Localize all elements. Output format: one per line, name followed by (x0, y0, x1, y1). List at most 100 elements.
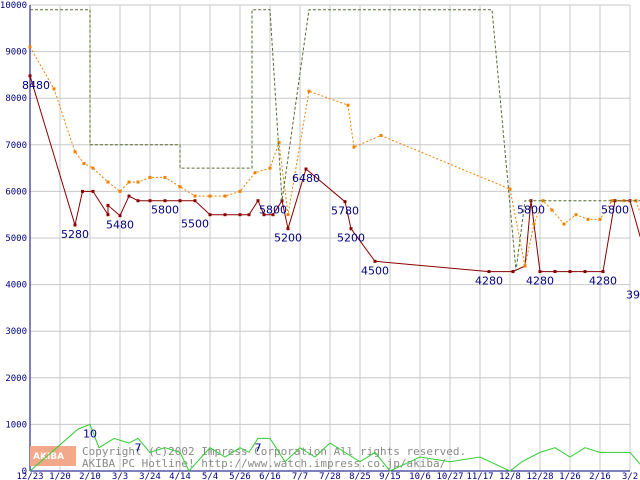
series-point-1 (52, 87, 56, 91)
data-label: 5780 (331, 205, 359, 218)
y-tick-label: 4000 (5, 281, 27, 291)
series-point-0 (538, 270, 542, 274)
series-point-1 (598, 217, 602, 221)
watermark-line-2: AKIBA PC Hotline! http://www.watch.impre… (82, 457, 446, 470)
series-point-1 (346, 103, 350, 107)
watermark-line-1: Copyright (C)2002 Impress Corporation Al… (82, 445, 466, 458)
x-tick-label: 9/15 (379, 472, 401, 480)
x-tick-label: 6/16 (259, 472, 281, 480)
series-point-1 (268, 166, 272, 170)
series-point-0 (256, 199, 260, 203)
series-point-1 (286, 213, 290, 217)
x-tick-label: 2/10 (79, 472, 101, 480)
series-point-1 (178, 185, 182, 189)
y-tick-label: 8000 (5, 94, 27, 104)
y-tick-label: 10000 (0, 1, 27, 11)
data-label: 5500 (181, 218, 209, 231)
series-point-1 (253, 171, 257, 175)
data-label: 5800 (517, 204, 545, 217)
series-point-1 (277, 140, 281, 144)
data-label: 4500 (361, 264, 389, 277)
data-label: 7 (255, 441, 262, 454)
x-tick-label: 5/4 (202, 472, 218, 480)
series-point-0 (553, 270, 557, 274)
x-tick-label: 3/3 (112, 472, 128, 480)
x-tick-label: 1/26 (559, 472, 581, 480)
series-point-1 (541, 199, 545, 203)
series-point-1 (532, 222, 536, 226)
series-point-0 (349, 227, 353, 231)
series-line-2 (30, 9, 640, 271)
series-point-0 (28, 74, 32, 78)
series-point-1 (223, 194, 227, 198)
series-point-1 (73, 150, 77, 154)
series-point-0 (208, 213, 212, 217)
series-point-1 (307, 89, 311, 93)
data-label-layer: 8480528010548075800550075800520064805780… (22, 79, 640, 455)
series-point-1 (28, 45, 32, 49)
series-point-0 (178, 199, 182, 203)
x-tick-label: 11/17 (466, 472, 493, 480)
y-tick-label: 2000 (5, 374, 27, 384)
series-point-0 (118, 214, 122, 218)
series-point-1 (163, 175, 167, 179)
series-point-0 (106, 213, 110, 217)
series-point-1 (118, 189, 122, 193)
series-point-0 (163, 199, 167, 203)
data-label: 5200 (337, 232, 365, 245)
series-point-0 (148, 199, 152, 203)
data-label: 5280 (61, 228, 89, 241)
series-point-1 (238, 189, 242, 193)
data-label: 3980 (626, 289, 640, 302)
data-label: 5800 (601, 204, 629, 217)
series-point-1 (550, 208, 554, 212)
x-tick-label: 4/14 (169, 472, 191, 480)
series-point-0 (73, 223, 77, 227)
series-point-1 (562, 222, 566, 226)
series-point-1 (508, 187, 512, 191)
series-point-0 (487, 270, 491, 274)
data-label: 6480 (292, 172, 320, 185)
series-line-1 (29, 46, 640, 267)
series-point-0 (247, 213, 251, 217)
x-tick-label: 1/20 (49, 472, 71, 480)
data-label: 5800 (259, 204, 287, 217)
y-tick-label: 6000 (5, 187, 27, 197)
y-tick-label: 9000 (5, 48, 27, 58)
data-label: 4280 (475, 275, 503, 288)
series-point-0 (81, 189, 84, 193)
series-point-0 (373, 259, 377, 263)
y-tick-label: 7000 (5, 141, 27, 151)
x-tick-label: 3/2 (622, 472, 638, 480)
series-point-0 (91, 189, 95, 193)
data-label: 5480 (106, 219, 134, 232)
series-point-1 (523, 264, 527, 268)
series-point-1 (82, 161, 86, 165)
series-point-0 (106, 203, 110, 207)
x-tick-label: 7/28 (319, 472, 341, 480)
series-point-0 (193, 199, 197, 203)
data-label: 10 (83, 427, 97, 440)
series-point-1 (193, 194, 197, 198)
series-layer (28, 9, 640, 472)
grid-layer (29, 4, 631, 472)
series-point-0 (601, 270, 605, 274)
watermark-layer: AKIBA Copyright (C)2002 Impress Corporat… (30, 445, 466, 470)
series-point-1 (136, 180, 140, 184)
series-line-0 (29, 75, 640, 273)
series-point-1 (574, 213, 578, 217)
y-tick-label: 3000 (5, 327, 27, 337)
series-point-0 (304, 167, 308, 171)
series-point-0 (511, 270, 515, 274)
x-tick-label: 8/25 (349, 472, 371, 480)
series-point-0 (583, 270, 587, 274)
series-point-1 (148, 175, 152, 179)
x-tick-label: 2/16 (589, 472, 611, 480)
series-point-0 (568, 270, 572, 274)
series-point-0 (343, 200, 347, 204)
data-label: 5800 (151, 204, 179, 217)
series-point-0 (238, 213, 242, 217)
